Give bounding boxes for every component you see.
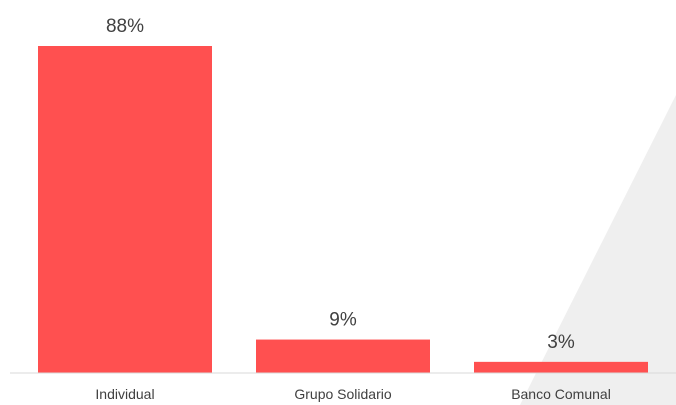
data-labels-group: 88% 9% 3% (106, 16, 575, 353)
bar-grupo-solidario (256, 339, 430, 373)
background-triangle-shape (520, 95, 676, 405)
category-label-grupo-solidario: Grupo Solidario (294, 386, 391, 402)
category-label-individual: Individual (95, 386, 154, 402)
bars-group (38, 46, 648, 373)
bar-individual (38, 46, 212, 373)
data-label-banco-comunal: 3% (547, 332, 575, 353)
data-label-individual: 88% (106, 16, 144, 37)
category-labels-group: Individual Grupo Solidario Banco Comunal (95, 386, 610, 402)
category-label-banco-comunal: Banco Comunal (511, 386, 611, 402)
bar-banco-comunal (474, 361, 648, 373)
data-label-grupo-solidario: 9% (329, 310, 357, 331)
